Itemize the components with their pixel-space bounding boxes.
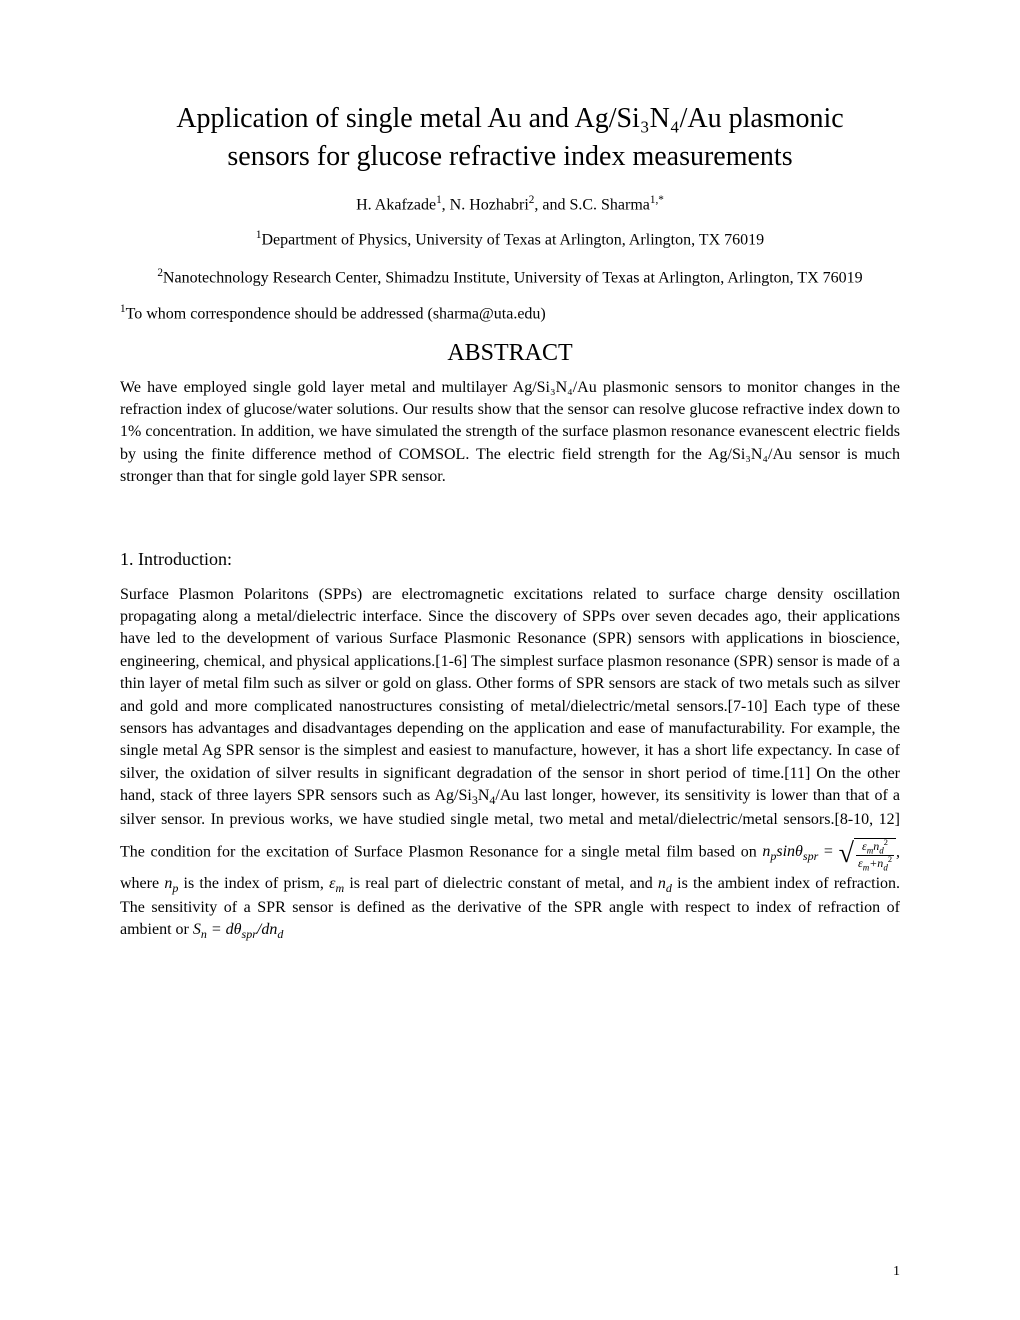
correspondence-note: 1To whom correspondence should be addres…	[120, 303, 900, 323]
page-number: 1	[893, 1264, 900, 1280]
abstract-heading: ABSTRACT	[120, 340, 900, 367]
affiliation-2: 2Nanotechnology Research Center, Shimadz…	[120, 266, 900, 290]
paper-title: Application of single metal Au and Ag/Si…	[120, 100, 900, 176]
abstract-text: We have employed single gold layer metal…	[120, 377, 900, 489]
affiliation-1: 1Department of Physics, University of Te…	[120, 228, 900, 252]
section-1-heading: 1. Introduction:	[120, 549, 900, 570]
title-line-2: sensors for glucose refractive index mea…	[227, 141, 792, 172]
authors-list: H. Akafzade1, N. Hozhabri2, and S.C. Sha…	[120, 194, 900, 214]
section-1-body: Surface Plasmon Polaritons (SPPs) are el…	[120, 584, 900, 943]
title-line-1: Application of single metal Au and Ag/Si…	[176, 103, 843, 134]
